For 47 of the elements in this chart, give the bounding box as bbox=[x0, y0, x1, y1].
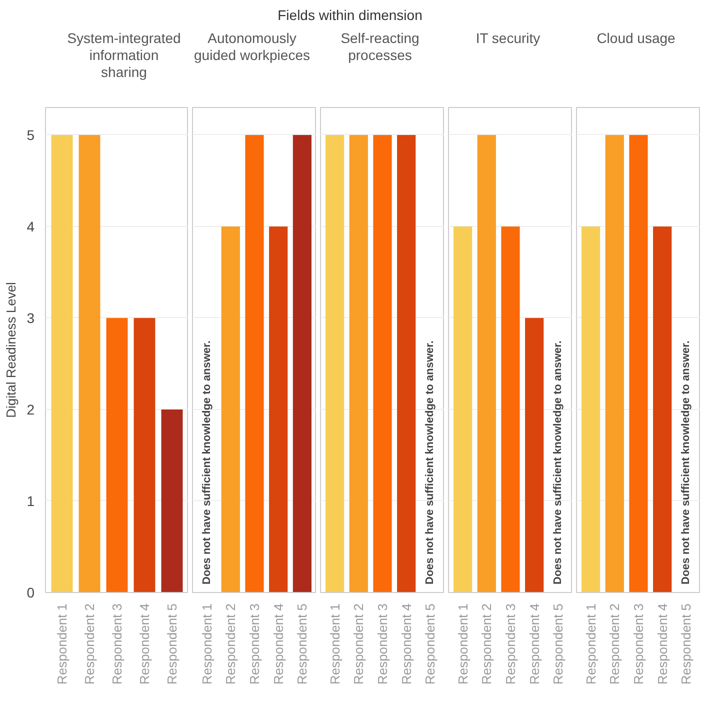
x-tick-label: Respondent 5 bbox=[422, 604, 438, 684]
x-tick-label: Respondent 3 bbox=[247, 604, 262, 684]
x-tick-label: Respondent 1 bbox=[583, 604, 598, 684]
bar bbox=[134, 318, 156, 592]
text: Fields within dimension bbox=[278, 6, 422, 25]
chart-title: System-integrated information sharing bbox=[66, 30, 182, 81]
x-tick-label: Respondent 4 bbox=[654, 604, 670, 684]
annotation: Does not have sufficient knowledge to answer. bbox=[680, 340, 692, 584]
x-tick-label: Respondent 5 bbox=[294, 604, 310, 684]
x-tick-label: Respondent 4 bbox=[137, 604, 152, 684]
chart-title: Self-reacting processes bbox=[340, 30, 420, 64]
x-tick-label: Respondent 1 bbox=[327, 604, 342, 684]
x-tick-label: Respondent 4 bbox=[270, 604, 286, 684]
x-tick-label: Respondent 3 bbox=[110, 604, 124, 684]
bar bbox=[51, 134, 73, 592]
x-tick-label: Respondent 2 bbox=[351, 604, 366, 684]
x-tick-label: Respondent 2 bbox=[479, 604, 494, 684]
chart-title: Cloud usage bbox=[596, 30, 676, 47]
x-tick-label: Respondent 5 bbox=[678, 604, 694, 684]
x-tick-label: Respondent 3 bbox=[631, 604, 646, 684]
chart-title: Autonomously guided workpieces bbox=[193, 30, 311, 64]
x-tick-label: Respondent 2 bbox=[607, 604, 622, 684]
x-tick-label: Respondent 1 bbox=[54, 604, 70, 684]
x-tick-label: Respondent 4 bbox=[526, 604, 542, 684]
bar bbox=[106, 318, 128, 592]
annotation: Does not have sufficient knowledge to answer. bbox=[424, 340, 436, 584]
annotation: Does not have sufficient knowledge to answer. bbox=[552, 340, 564, 584]
x-tick-label: Respondent 2 bbox=[82, 604, 97, 684]
chart-title: IT security bbox=[476, 30, 540, 47]
y-tick-label: 1 bbox=[26, 492, 35, 509]
y-tick-label: 2 bbox=[26, 401, 35, 418]
annotation: Does not have sufficient knowledge to answer. bbox=[200, 340, 213, 584]
x-tick-label: Respondent 1 bbox=[199, 604, 214, 684]
x-tick-label: Respondent 5 bbox=[550, 604, 566, 684]
bar bbox=[161, 409, 183, 592]
y-tick-label: 0 bbox=[26, 584, 35, 600]
y-tick-label: 3 bbox=[26, 310, 35, 326]
x-tick-label: Respondent 2 bbox=[223, 604, 238, 684]
x-tick-label: Respondent 3 bbox=[375, 604, 390, 684]
x-tick-label: Respondent 4 bbox=[398, 604, 414, 684]
x-tick-label: Respondent 1 bbox=[455, 604, 470, 684]
y-axis-title: Digital Readiness Level bbox=[4, 282, 19, 418]
bar bbox=[78, 134, 100, 592]
y-tick-label: 4 bbox=[26, 218, 35, 234]
x-tick-label: Respondent 3 bbox=[503, 604, 518, 684]
y-tick-label: 5 bbox=[26, 126, 35, 143]
x-tick-label: Respondent 5 bbox=[164, 604, 180, 684]
